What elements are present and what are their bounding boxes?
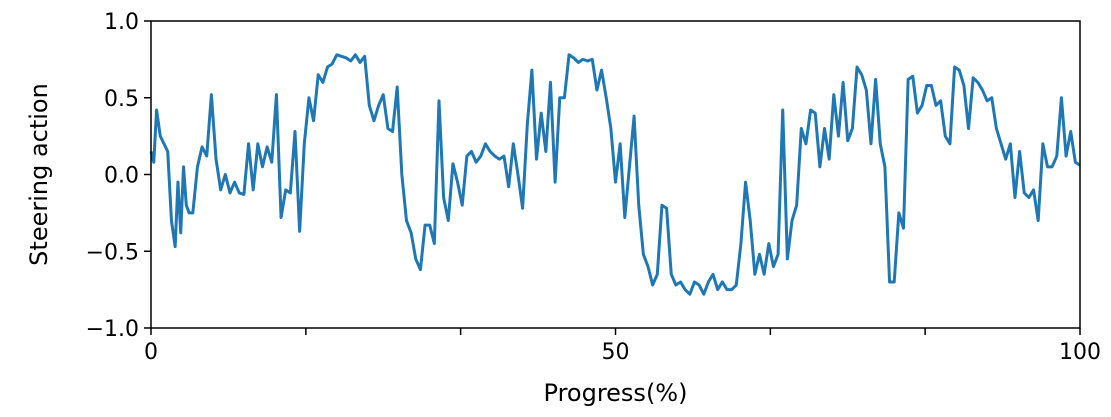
y-tick-label: 0.5 bbox=[104, 87, 139, 112]
x-tick-label: 50 bbox=[602, 340, 630, 365]
x-tick-label: 0 bbox=[144, 340, 158, 365]
y-tick-label: −0.5 bbox=[86, 240, 139, 265]
y-tick-label: −1.0 bbox=[86, 317, 139, 342]
y-tick-label: 1.0 bbox=[104, 10, 139, 35]
y-axis-label: Steering action bbox=[25, 83, 53, 266]
x-axis-label: Progress(%) bbox=[544, 379, 688, 407]
steering-series-line bbox=[149, 53, 1081, 296]
y-axis-ticks: −1.0 −0.5 0.0 0.5 1.0 bbox=[86, 10, 151, 342]
y-tick-label: 0.0 bbox=[104, 164, 139, 189]
plot-area bbox=[149, 53, 1081, 296]
x-tick-label: 100 bbox=[1059, 340, 1101, 365]
x-axis-ticks: 0 50 100 bbox=[144, 328, 1101, 365]
